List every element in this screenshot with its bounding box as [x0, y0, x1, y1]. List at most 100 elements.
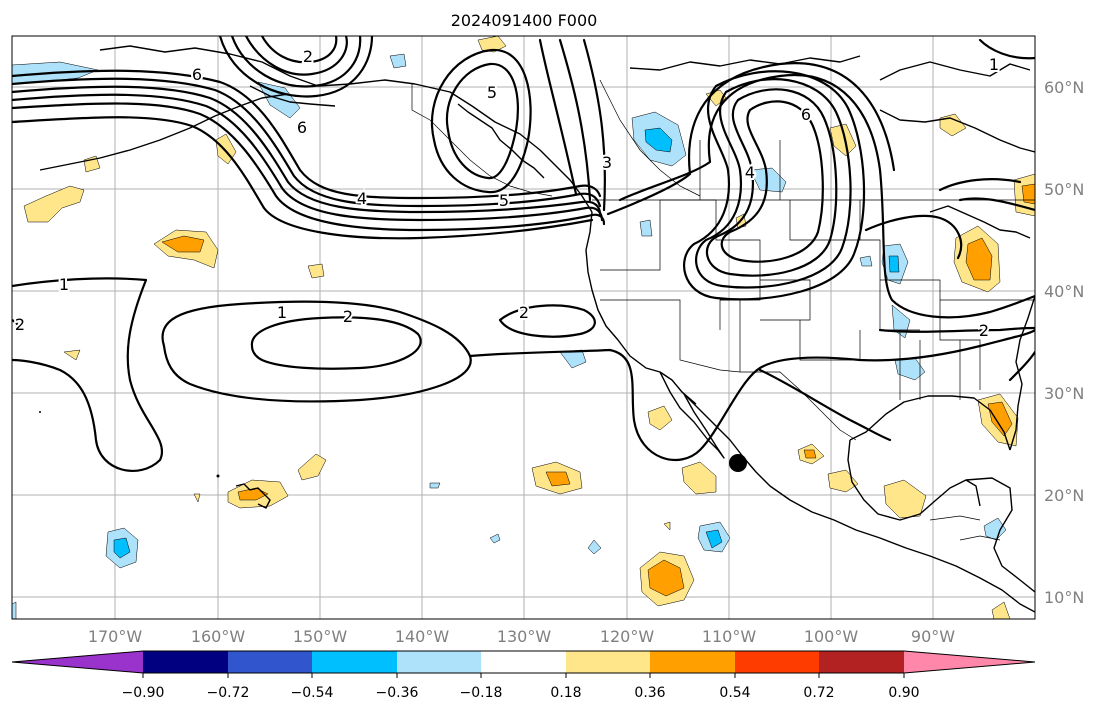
positive-area [23, 185, 85, 223]
contour-label: 1 [277, 303, 287, 322]
contour-line [758, 368, 892, 442]
contour-line [260, 36, 338, 64]
negative-area [489, 533, 501, 544]
coastline-hawaii [235, 483, 271, 509]
contour-label: 2 [343, 307, 353, 326]
colorbar-tick-label: −0.36 [376, 685, 419, 701]
coastline-hudson [879, 61, 1031, 81]
lon-label: 100°W [804, 627, 859, 646]
contour-line [244, 36, 348, 76]
coastline-panhandle [457, 103, 545, 179]
lat-label: 10°N [1044, 588, 1084, 607]
lon-label: 130°W [497, 627, 552, 646]
negative-area [389, 53, 407, 69]
lat-label: 40°N [1044, 282, 1084, 301]
lat-label: 30°N [1044, 384, 1084, 403]
contour-line [12, 102, 606, 232]
negative-area [429, 482, 441, 489]
coastline-great-lakes [929, 205, 1031, 239]
contour-label: 1 [989, 55, 999, 74]
map-frame [11, 35, 1036, 620]
colorbar-tick-label: −0.18 [460, 685, 503, 701]
latitude-labels: 60°N 50°N 40°N 30°N 20°N 10°N [1044, 78, 1084, 607]
positive-area [803, 449, 817, 459]
colorbar-segment [397, 651, 481, 673]
contour-line [230, 36, 362, 88]
contour-line [695, 78, 852, 289]
lon-label: 170°W [88, 627, 143, 646]
contour-line [218, 36, 374, 98]
contour-line [12, 77, 602, 208]
positive-area [63, 349, 81, 361]
positive-area [307, 263, 325, 279]
lon-label: 120°W [600, 627, 655, 646]
contour-label: 2 [979, 321, 989, 340]
contour-label: 2 [303, 47, 313, 66]
colorbar-extend-low [12, 651, 143, 673]
contour-line [1008, 350, 1035, 382]
contour-line [606, 62, 896, 216]
coastline-central-america [965, 477, 1035, 593]
contour-line [618, 73, 1035, 319]
contour-label: 5 [487, 83, 497, 102]
positive-area [681, 461, 717, 495]
colorbar-segment [566, 651, 650, 673]
lon-label: 160°W [191, 627, 246, 646]
positive-area [545, 471, 571, 487]
contour-line [978, 38, 1035, 60]
contour-line [683, 70, 866, 301]
positive-area [663, 521, 671, 531]
colorbar: −0.90 −0.72 −0.54 −0.36 −0.18 0.18 0.36 … [11, 650, 1036, 701]
anomaly-fill [12, 36, 1035, 619]
storm-center-marker [729, 454, 747, 472]
contour-label: 2 [519, 303, 529, 322]
contour-line [938, 178, 1022, 192]
coastline-alaska [99, 45, 593, 213]
map-title: 2024091400 F000 [451, 11, 598, 30]
positive-area [883, 479, 927, 519]
colorbar-tick-label: −0.54 [291, 685, 334, 701]
colorbar-tick-label: 0.18 [550, 685, 581, 701]
contour-line [538, 38, 578, 196]
colorbar-segment [143, 651, 228, 673]
negative-area [587, 539, 602, 555]
contour-line [720, 100, 824, 263]
colorbar-tick-label: −0.72 [207, 685, 250, 701]
contour-label: 5 [499, 191, 509, 210]
lat-label: 60°N [1044, 78, 1084, 97]
positive-area [965, 237, 993, 281]
positive-area [939, 113, 967, 137]
negative-area [888, 255, 900, 273]
positive-area [991, 601, 1011, 619]
colorbar-segment [650, 651, 735, 673]
colorbar-segment [819, 651, 904, 673]
lon-label: 90°W [911, 627, 955, 646]
lon-label: 150°W [293, 627, 348, 646]
lat-label: 50°N [1044, 180, 1084, 199]
coastline-mexico-east [847, 439, 981, 521]
contour-label: 6 [297, 118, 307, 137]
contour-line [468, 328, 1035, 462]
colorbar-segment [481, 651, 566, 673]
colorbar-tick-label: 0.90 [888, 685, 919, 701]
lon-label: 110°W [702, 627, 757, 646]
contour-line [582, 38, 606, 212]
coastline-us-west [585, 211, 697, 405]
negative-area [12, 601, 17, 619]
negative-area [113, 537, 131, 559]
coastline-east [1009, 295, 1035, 451]
contour-line [878, 326, 1035, 333]
colorbar-extend-high [904, 651, 1035, 673]
negative-area [644, 127, 673, 153]
contour-labels: 6 2 6 5 4 5 3 6 4 1 1 2 2 2 2 1 [13, 45, 1001, 342]
coastline-canada-north [629, 55, 861, 71]
contour-line [12, 93, 604, 222]
positive-area [161, 235, 205, 253]
colorbar-tick-label: −0.90 [122, 685, 165, 701]
negative-area [983, 517, 1007, 541]
colorbar-segment [228, 651, 312, 673]
contour-line [864, 214, 963, 260]
contour-label: 6 [192, 65, 202, 84]
colorbar-segment [312, 651, 397, 673]
negative-area [705, 529, 723, 549]
